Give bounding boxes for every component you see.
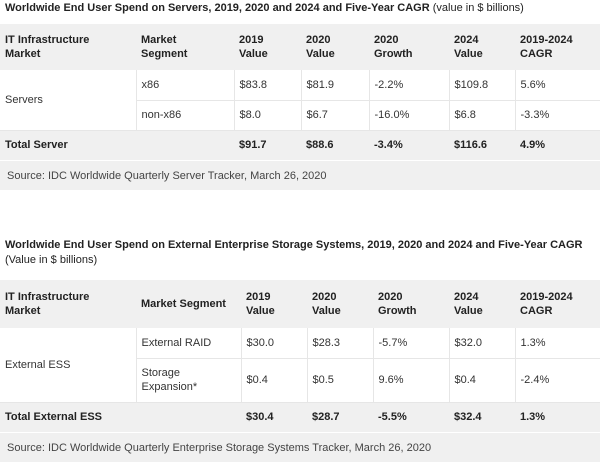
source-note: Source: IDC Worldwide Quarterly Enterpri… <box>0 433 600 462</box>
total-value: $32.4 <box>449 402 515 432</box>
table-row: External ESS External RAID $30.0 $28.3 -… <box>0 328 600 403</box>
storage-table: IT Infrastructure Market Market Segment … <box>0 280 600 462</box>
storage-title: Worldwide End User Spend on External Ent… <box>0 238 600 268</box>
value-cell: $81.9 <box>300 70 369 101</box>
total-cagr: 1.3% <box>515 402 600 432</box>
table-row: non-x86 $8.0 $6.7 -16.0% $6.8 -3.3% <box>0 100 600 131</box>
cagr-cell: 5.6% <box>514 70 600 101</box>
col-header-cagr: 2019-2024 CAGR <box>515 24 600 70</box>
growth-cell: 9.6% <box>372 358 449 403</box>
total-value: $116.6 <box>449 130 515 160</box>
col-header-2024: 2024 Value <box>449 280 515 328</box>
total-value: $91.7 <box>234 130 301 160</box>
total-value: $30.4 <box>241 402 307 432</box>
col-header-2019: 2019 Value <box>234 24 301 70</box>
col-header-cagr: 2019-2024 CAGR <box>515 280 600 328</box>
value-cell: $6.7 <box>300 100 369 131</box>
segment-cell: Storage Expansion* <box>135 358 241 403</box>
source-row: Source: IDC Worldwide Quarterly Server T… <box>0 161 600 190</box>
growth-cell: -16.0% <box>368 100 449 131</box>
storage-title-unit: (Value in $ billions) <box>5 254 98 266</box>
col-header-2020: 2020 Value <box>307 280 373 328</box>
servers-title-unit: (value in $ billions) <box>432 2 524 14</box>
servers-table: IT Infrastructure Market Market Segment … <box>0 24 600 190</box>
group-label: External ESS <box>0 328 136 403</box>
storage-header-row: IT Infrastructure Market Market Segment … <box>0 280 600 328</box>
col-header-2019: 2019 Value <box>241 280 307 328</box>
col-header-2024: 2024 Value <box>449 24 515 70</box>
value-cell: $30.0 <box>240 328 307 359</box>
total-label: Total Server <box>0 130 234 160</box>
total-row: Total External ESS $30.4 $28.7 -5.5% $32… <box>0 402 600 432</box>
segment-cell: x86 <box>135 70 234 101</box>
value-cell: $32.0 <box>448 328 515 359</box>
servers-header-row: IT Infrastructure Market Market Segment … <box>0 24 600 70</box>
total-growth: -5.5% <box>373 402 449 432</box>
table-row: Servers x86 $83.8 $81.9 -2.2% $109.8 5.6… <box>0 70 600 131</box>
source-row: Source: IDC Worldwide Quarterly Enterpri… <box>0 433 600 462</box>
value-cell: $8.0 <box>233 100 301 131</box>
total-cagr: 4.9% <box>515 130 600 160</box>
col-header-growth: 2020 Growth <box>369 24 449 70</box>
col-header-market: IT Infrastructure Market <box>0 280 136 328</box>
servers-title: Worldwide End User Spend on Servers, 201… <box>0 1 600 16</box>
storage-title-main: Worldwide End User Spend on External Ent… <box>5 239 583 251</box>
group-label: Servers <box>0 70 136 131</box>
total-growth: -3.4% <box>369 130 449 160</box>
value-cell: $109.8 <box>448 70 515 101</box>
value-cell: $6.8 <box>448 100 515 131</box>
value-cell: $0.4 <box>448 358 515 403</box>
source-note: Source: IDC Worldwide Quarterly Server T… <box>0 161 600 190</box>
servers-title-main: Worldwide End User Spend on Servers, 201… <box>5 2 430 14</box>
growth-cell: -2.2% <box>368 70 449 101</box>
cagr-cell: 1.3% <box>514 328 600 359</box>
value-cell: $83.8 <box>233 70 301 101</box>
table-row: Storage Expansion* $0.4 $0.5 9.6% $0.4 -… <box>0 358 600 403</box>
growth-cell: -5.7% <box>372 328 449 359</box>
total-row: Total Server $91.7 $88.6 -3.4% $116.6 4.… <box>0 130 600 160</box>
col-header-market: IT Infrastructure Market <box>0 24 136 70</box>
total-value: $88.6 <box>301 130 369 160</box>
value-cell: $0.5 <box>306 358 373 403</box>
col-header-segment: Market Segment <box>136 280 241 328</box>
cagr-cell: -3.3% <box>514 100 600 131</box>
col-header-growth: 2020 Growth <box>373 280 449 328</box>
segment-cell: non-x86 <box>135 100 234 131</box>
value-cell: $0.4 <box>240 358 307 403</box>
col-header-2020: 2020 Value <box>301 24 369 70</box>
total-value: $28.7 <box>307 402 373 432</box>
cagr-cell: -2.4% <box>514 358 600 403</box>
col-header-segment: Market Segment <box>136 24 234 70</box>
value-cell: $28.3 <box>306 328 373 359</box>
segment-cell: External RAID <box>135 328 241 359</box>
total-label: Total External ESS <box>0 402 241 432</box>
